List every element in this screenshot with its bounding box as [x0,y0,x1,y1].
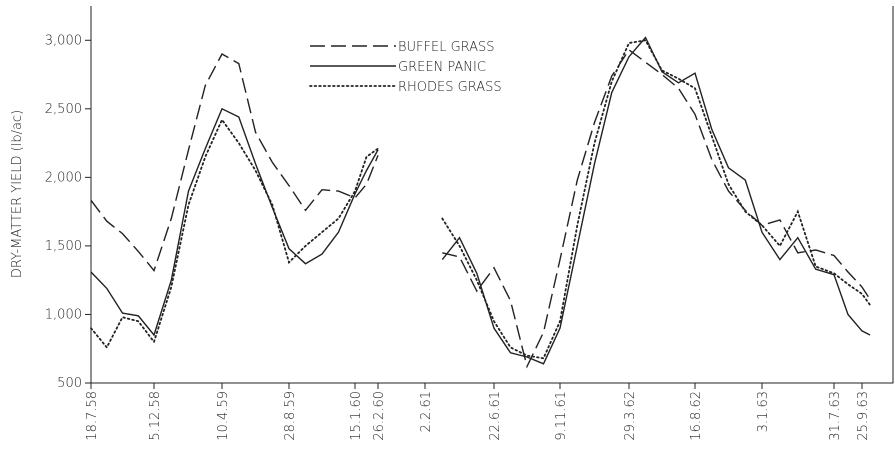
x-tick-label: 22.6.61 [488,391,503,441]
x-tick-label: 31.7.63 [828,391,843,441]
series-line [90,107,379,337]
y-tick-label: 2,500 [45,102,82,117]
x-tick-label: 16.8.62 [689,391,704,441]
x-tick-label: 15.1.60 [349,391,364,441]
x-tick-label: 18.7.58 [85,391,100,441]
x-tick-label: 3.1.63 [756,391,771,432]
legend-label: BUFFEL GRASS [398,40,495,55]
x-tick-label: 9.11.61 [554,391,569,441]
x-tick-label: 29.3.62 [623,391,638,441]
y-tick-label: 1,500 [45,239,82,254]
x-tick-label: 26.2.60 [372,391,387,441]
x-tick-label: 25.9.63 [856,391,871,441]
series-line [442,48,871,369]
y-tick-label: 1,000 [45,307,82,322]
legend-label: RHODES GRASS [398,80,502,95]
y-tick-label: 3,000 [45,33,82,48]
series-line [90,53,379,273]
plot-frame [90,6,894,384]
series-line [90,118,379,350]
legend-label: GREEN PANIC [398,60,486,75]
x-tick-label: 5.12.58 [148,391,163,441]
x-tick-label: 2.2.61 [419,391,434,432]
y-tick-label: 2,000 [45,170,82,185]
y-tick-label: 500 [57,376,82,391]
x-tick-label: 28.8.59 [283,391,298,441]
series-line [441,39,871,360]
series-line [441,36,871,365]
x-tick-label: 10.4.59 [216,391,231,441]
y-axis-label: DRY-MATTER YIELD (lb/ac) [10,110,25,278]
